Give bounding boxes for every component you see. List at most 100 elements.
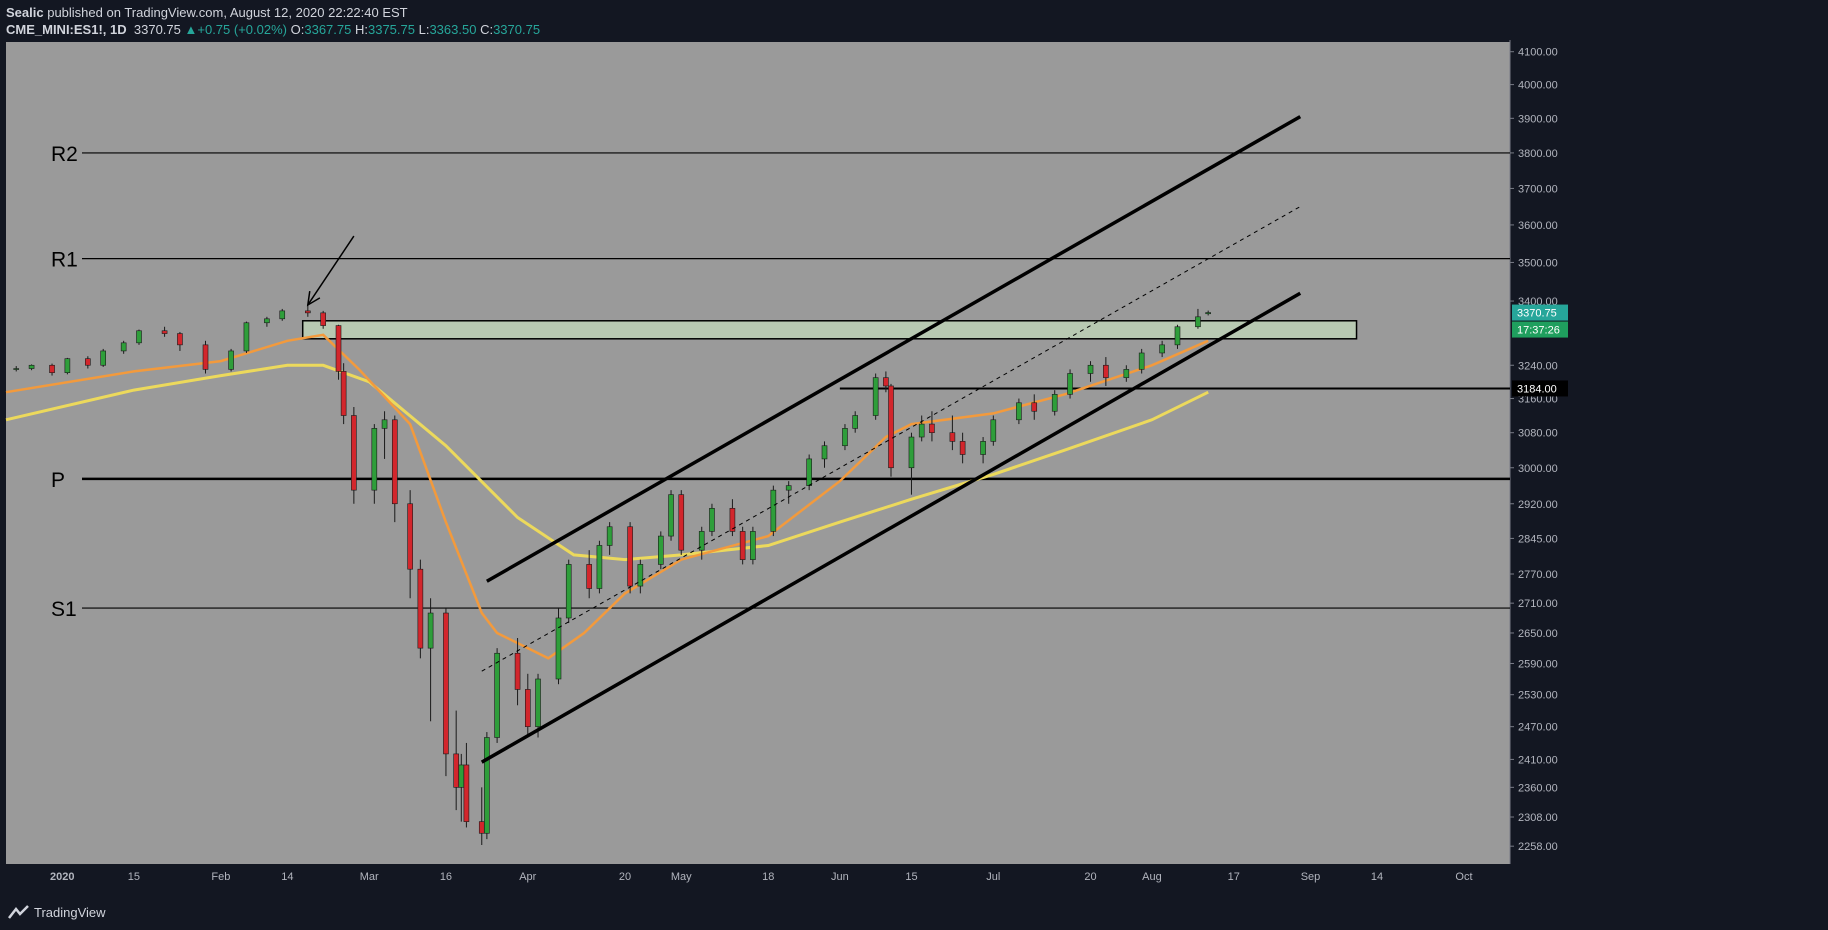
price-axis[interactable]	[1510, 40, 1568, 896]
x-tick-label: Mar	[360, 871, 379, 883]
time-axis[interactable]	[0, 864, 1568, 896]
candle[interactable]	[335, 325, 342, 372]
candle[interactable]	[596, 545, 603, 589]
candle[interactable]	[698, 531, 705, 551]
candle[interactable]	[668, 494, 674, 537]
candle[interactable]	[586, 564, 592, 589]
y-tick-label: 3700.00	[1518, 183, 1558, 195]
candle[interactable]	[1205, 312, 1211, 315]
x-tick-label: 20	[619, 871, 631, 883]
candle[interactable]	[565, 564, 572, 619]
candle[interactable]	[381, 419, 388, 429]
candle[interactable]	[407, 503, 413, 570]
candle[interactable]	[49, 364, 55, 373]
x-tick-label: Oct	[1455, 871, 1472, 883]
candle[interactable]	[883, 377, 889, 387]
y-tick-label: 2530.00	[1518, 690, 1558, 702]
candle[interactable]	[340, 371, 347, 416]
candle[interactable]	[852, 415, 858, 429]
candle[interactable]	[555, 617, 562, 680]
candle[interactable]	[1159, 344, 1165, 354]
candle[interactable]	[785, 485, 792, 491]
tradingview-logo-icon[interactable]	[8, 904, 30, 920]
candle[interactable]	[729, 508, 736, 532]
candle[interactable]	[443, 612, 449, 755]
candle[interactable]	[929, 423, 935, 434]
candle[interactable]	[606, 526, 613, 546]
candle[interactable]	[770, 489, 777, 532]
pivot-label-p: P	[51, 469, 65, 492]
candle[interactable]	[28, 364, 35, 369]
candle[interactable]	[417, 568, 424, 649]
candle[interactable]	[371, 428, 378, 491]
candle[interactable]	[484, 737, 490, 834]
symbol-label[interactable]: CME_MINI:ES1!, 1D	[6, 22, 127, 37]
candle[interactable]	[959, 441, 966, 455]
candle[interactable]	[320, 312, 326, 326]
brand-name[interactable]: TradingView	[34, 905, 106, 920]
candle[interactable]	[739, 531, 746, 560]
candle[interactable]	[842, 428, 848, 447]
candle[interactable]	[990, 419, 997, 442]
candle[interactable]	[1051, 394, 1058, 412]
candle[interactable]	[1123, 369, 1130, 378]
candle[interactable]	[463, 764, 470, 822]
plot-area[interactable]	[6, 42, 1510, 864]
candle[interactable]	[243, 322, 250, 352]
y-tick-label: 4000.00	[1518, 80, 1558, 92]
candle[interactable]	[627, 526, 633, 587]
candle[interactable]	[514, 652, 521, 690]
candle[interactable]	[13, 368, 20, 370]
channel-mid-line[interactable]	[481, 206, 1301, 672]
candle[interactable]	[202, 344, 209, 370]
candle[interactable]	[64, 358, 71, 373]
channel-lower-line[interactable]	[480, 291, 1302, 764]
candle[interactable]	[120, 342, 127, 352]
candle[interactable]	[427, 612, 434, 649]
candle[interactable]	[949, 432, 956, 442]
candle[interactable]	[1138, 352, 1145, 370]
candle[interactable]	[391, 419, 398, 505]
candle[interactable]	[908, 436, 915, 469]
author-name[interactable]: Sealic	[6, 5, 44, 20]
candle[interactable]	[1174, 326, 1181, 346]
candle[interactable]	[228, 350, 234, 370]
candle[interactable]	[458, 764, 465, 788]
candle[interactable]	[918, 423, 925, 438]
candle[interactable]	[279, 310, 286, 320]
candle[interactable]	[478, 821, 485, 834]
candle[interactable]	[85, 358, 91, 366]
arrow-annotation[interactable]	[307, 235, 355, 306]
candle[interactable]	[658, 535, 664, 565]
y-tick-label: 2770.00	[1518, 569, 1558, 581]
candle[interactable]	[1087, 364, 1094, 374]
candle[interactable]	[1031, 402, 1038, 412]
candle[interactable]	[494, 652, 500, 738]
channel-upper-line[interactable]	[486, 115, 1302, 583]
resistance-zone[interactable]	[301, 320, 1358, 340]
candle[interactable]	[750, 531, 756, 560]
candle[interactable]	[821, 445, 828, 460]
candle[interactable]	[1016, 402, 1022, 421]
candle[interactable]	[637, 564, 644, 587]
price-chart[interactable]: 2258.00 2308.00 2360.00 2410.00 2470.00 2530.…	[0, 40, 1828, 896]
candle[interactable]	[806, 458, 812, 486]
candle[interactable]	[264, 318, 270, 324]
candle[interactable]	[136, 330, 142, 344]
candle[interactable]	[161, 330, 168, 334]
candle[interactable]	[453, 753, 459, 788]
candle[interactable]	[305, 310, 311, 314]
candle[interactable]	[100, 350, 106, 366]
candle[interactable]	[177, 333, 183, 346]
candle[interactable]	[709, 508, 715, 532]
candle[interactable]	[888, 385, 894, 469]
candle[interactable]	[1067, 373, 1073, 395]
candle[interactable]	[351, 415, 357, 491]
candle[interactable]	[524, 689, 531, 727]
candle[interactable]	[1103, 364, 1109, 378]
candle[interactable]	[872, 377, 879, 416]
candle[interactable]	[535, 678, 541, 727]
candle[interactable]	[980, 441, 986, 455]
candle[interactable]	[678, 494, 685, 551]
candle[interactable]	[1195, 316, 1201, 328]
